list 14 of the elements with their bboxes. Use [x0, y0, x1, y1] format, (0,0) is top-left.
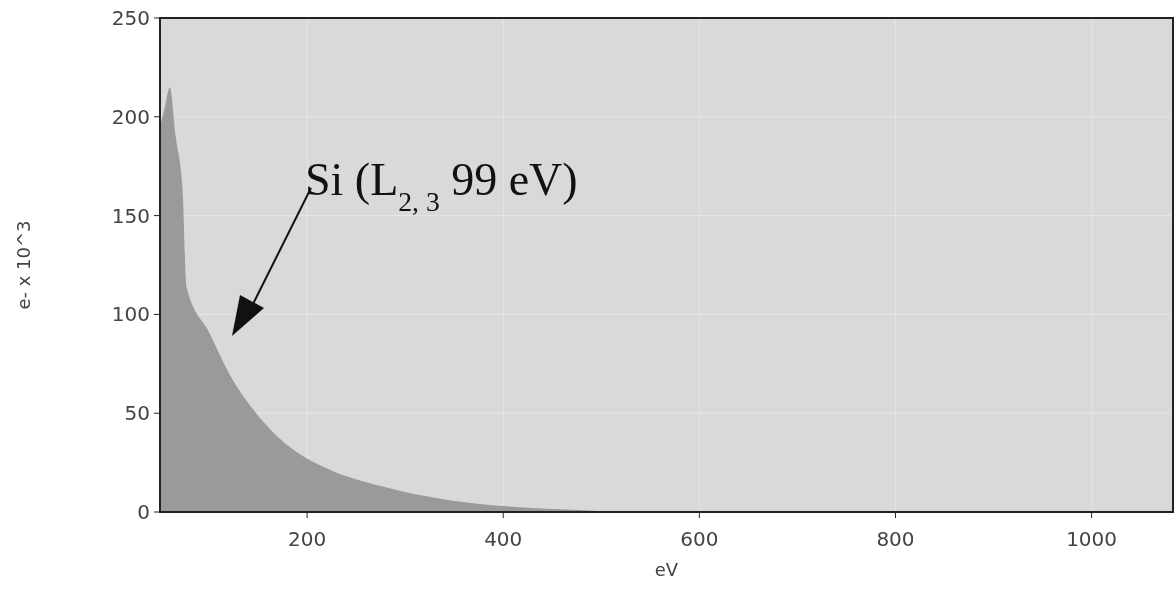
x-tick-label: 800 [876, 527, 915, 551]
y-tick-label: 200 [111, 104, 150, 129]
x-axis-title: eV [654, 559, 679, 580]
y-tick-label: 250 [111, 6, 150, 30]
x-tick-label: 600 [680, 527, 719, 551]
x-tick-label: 200 [288, 527, 327, 551]
y-tick-label: 100 [111, 302, 150, 327]
y-tick-label: 50 [124, 401, 150, 426]
x-tick-label: 400 [484, 527, 523, 551]
annotation: Si (L$_{2, 3}$ 99 eV) [305, 154, 578, 217]
y-tick-label: 150 [111, 203, 150, 228]
y-axis-title: e- x 10^3 [13, 220, 34, 310]
x-tick-label: 1000 [1066, 527, 1118, 551]
y-tick-label: 0 [137, 500, 150, 524]
